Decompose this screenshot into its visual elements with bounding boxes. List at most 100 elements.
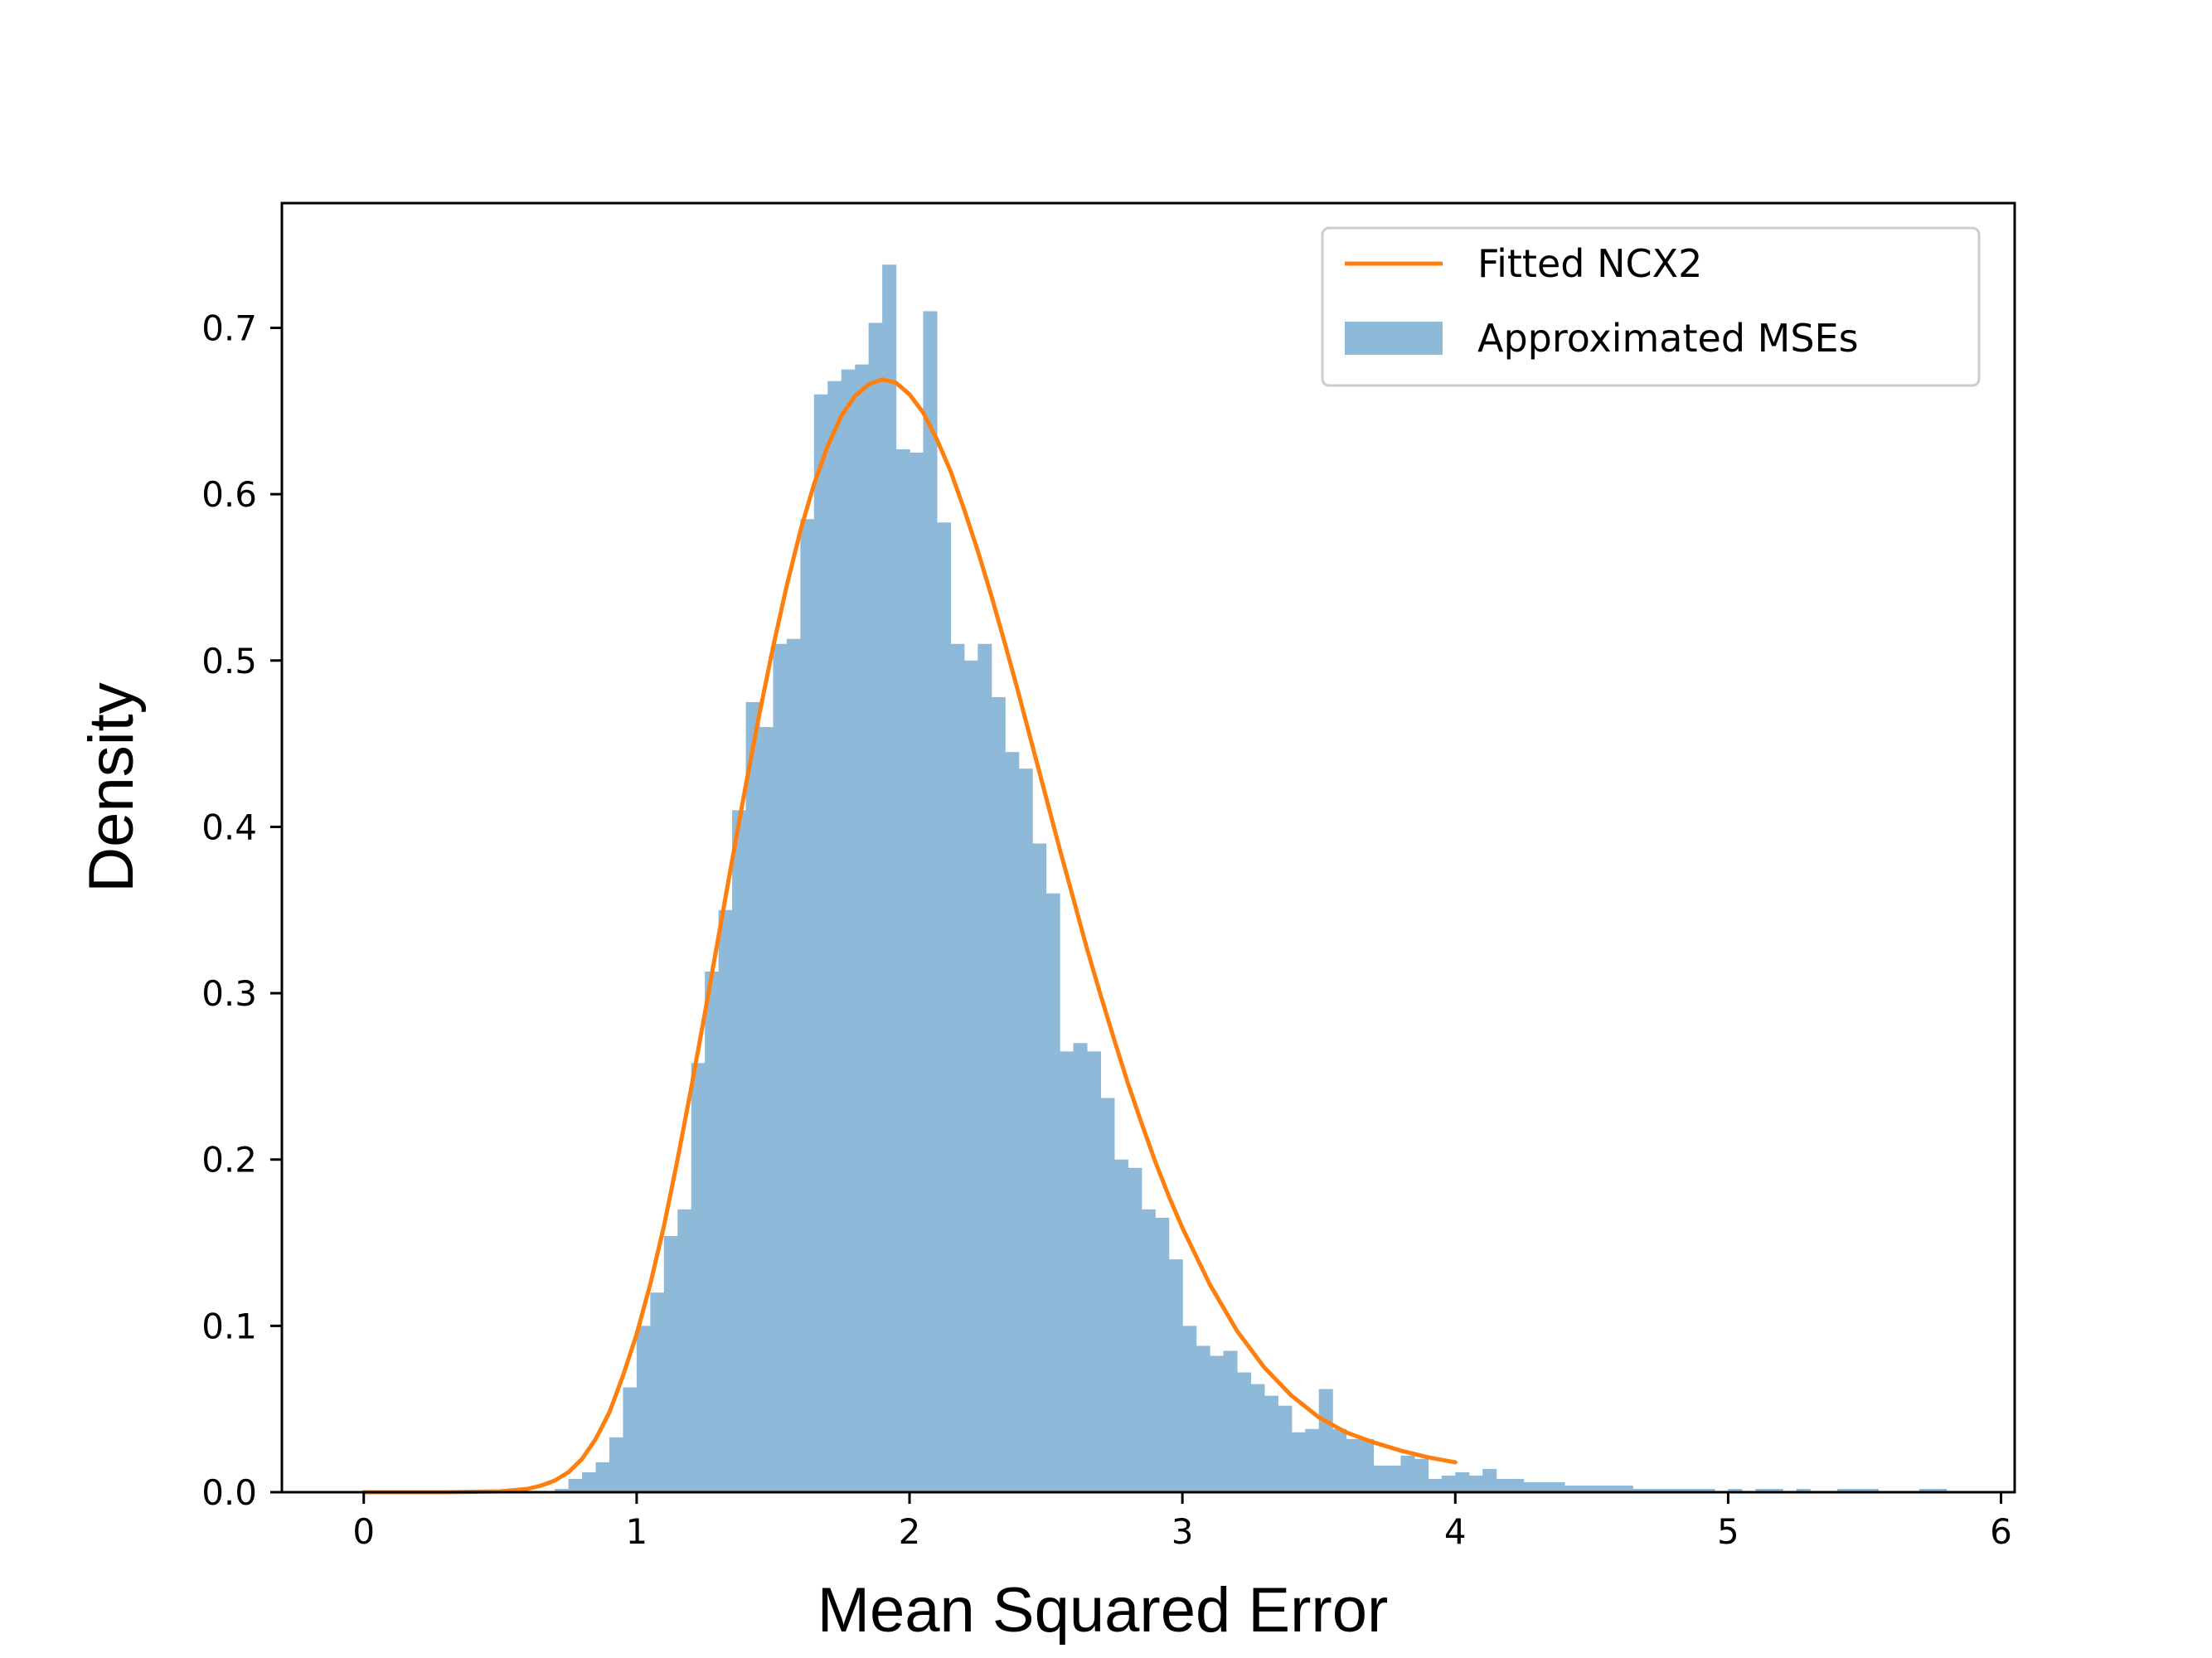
histogram-bar — [1919, 1488, 1933, 1492]
histogram-bar — [1441, 1475, 1456, 1492]
x-axis-label: Mean Squared Error — [817, 1575, 1389, 1646]
histogram-bar — [1700, 1488, 1715, 1492]
histogram-bar — [1428, 1478, 1443, 1492]
histogram-bar — [595, 1462, 610, 1492]
histogram-bar — [1141, 1209, 1156, 1492]
histogram-bar — [691, 1063, 706, 1492]
x-tick-label: 1 — [626, 1511, 648, 1552]
legend-bar-swatch — [1345, 322, 1443, 355]
histogram-bar — [1073, 1043, 1088, 1492]
legend: Fitted NCX2 Approximated MSEs — [1321, 226, 1981, 387]
histogram-bar — [1086, 1051, 1102, 1492]
x-tick-label: 2 — [899, 1511, 921, 1552]
histogram-bar — [1196, 1345, 1210, 1492]
histogram-bar — [1045, 893, 1060, 1492]
histogram-bar — [1564, 1485, 1579, 1492]
histogram-bar — [623, 1387, 638, 1492]
histogram-bar — [800, 519, 815, 1492]
histogram-bar — [868, 322, 883, 1493]
histogram-bar — [1455, 1471, 1470, 1492]
histogram-bar — [1210, 1355, 1225, 1492]
histogram-bar — [1155, 1217, 1170, 1492]
histogram-bar — [1591, 1485, 1606, 1492]
histogram-bars — [555, 264, 1948, 1493]
histogram-bar — [1346, 1438, 1361, 1492]
histogram-bar — [936, 522, 951, 1492]
histogram-bar — [609, 1437, 624, 1492]
legend-box — [1321, 226, 1981, 387]
histogram-bar — [1851, 1488, 1865, 1492]
histogram-bar — [1550, 1481, 1565, 1492]
x-axis-ticks: 0 1 2 3 4 5 6 — [352, 1492, 2012, 1552]
histogram-bar — [1864, 1488, 1880, 1492]
histogram-bar — [977, 643, 992, 1492]
histogram-bar — [1632, 1488, 1647, 1492]
histogram-bar — [827, 381, 842, 1492]
histogram-bar — [1618, 1485, 1633, 1492]
y-tick-label: 0.6 — [201, 474, 257, 515]
histogram-bar — [1414, 1458, 1429, 1492]
histogram-bar — [1523, 1481, 1538, 1492]
histogram-bar — [582, 1471, 597, 1492]
histogram-bar — [1537, 1481, 1552, 1492]
histogram-bar — [1578, 1485, 1593, 1492]
histogram-bar — [1291, 1432, 1306, 1492]
histogram-bar — [1113, 1159, 1128, 1492]
histogram-bar — [1318, 1389, 1333, 1492]
histogram-bar — [745, 701, 760, 1492]
histogram-bar — [1223, 1350, 1238, 1492]
y-tick-label: 0.1 — [201, 1306, 257, 1346]
y-tick-label: 0.7 — [201, 308, 257, 348]
histogram-bar — [1032, 843, 1047, 1492]
histogram-bar — [1373, 1465, 1388, 1492]
x-tick-label: 6 — [1990, 1511, 2012, 1552]
y-axis-ticks: 0.0 0.1 0.2 0.3 0.4 0.5 0.6 0.7 — [201, 308, 282, 1513]
histogram-bar — [555, 1488, 570, 1492]
fitted-ncx2-line — [361, 377, 1458, 1495]
legend-label-fitted-ncx2: Fitted NCX2 — [1477, 241, 1702, 286]
histogram-bar — [1182, 1326, 1197, 1492]
histogram-bar — [1305, 1428, 1320, 1492]
histogram-bar — [1100, 1098, 1115, 1492]
histogram-bar — [1400, 1455, 1415, 1492]
y-tick-label: 0.0 — [201, 1472, 257, 1513]
y-tick-label: 0.2 — [201, 1140, 257, 1180]
histogram-bar — [1673, 1488, 1688, 1492]
histogram-bar — [1496, 1478, 1511, 1492]
histogram-bar — [1005, 752, 1020, 1492]
histogram-bar — [1468, 1475, 1483, 1492]
histogram-bar — [1264, 1395, 1278, 1492]
histogram-bar — [841, 369, 856, 1493]
histogram-bar — [1360, 1438, 1375, 1492]
histogram-bar — [1687, 1488, 1702, 1492]
histogram-bar — [1060, 1051, 1074, 1492]
histogram-bar — [1768, 1488, 1783, 1492]
histogram-bar — [1646, 1488, 1661, 1492]
y-axis-label: Density — [76, 682, 147, 892]
x-tick-label: 3 — [1171, 1511, 1194, 1552]
histogram-bar — [1236, 1372, 1252, 1492]
histogram-bar — [1128, 1167, 1142, 1492]
histogram-bar — [855, 364, 870, 1493]
histogram-bar — [950, 643, 965, 1492]
histogram-bar — [1728, 1488, 1743, 1492]
histogram-bar — [1796, 1488, 1811, 1492]
x-tick-label: 0 — [352, 1511, 375, 1552]
x-tick-label: 5 — [1717, 1511, 1739, 1552]
histogram-bar — [1250, 1384, 1265, 1492]
histogram-bar — [910, 452, 924, 1492]
histogram-bar — [718, 909, 733, 1492]
legend-label-approximated-mses: Approximated MSEs — [1477, 316, 1859, 361]
histogram-bar — [773, 643, 788, 1492]
histogram-bar — [1482, 1468, 1497, 1492]
histogram-bar — [1933, 1488, 1948, 1492]
histogram-bar — [895, 448, 910, 1492]
histogram-bar — [663, 1236, 678, 1492]
y-tick-label: 0.5 — [201, 641, 257, 681]
x-tick-label: 4 — [1444, 1511, 1467, 1552]
histogram-bar — [759, 727, 774, 1492]
histogram-bar — [882, 264, 897, 1492]
histogram-bar — [677, 1209, 692, 1492]
histogram-bar — [1018, 768, 1033, 1492]
